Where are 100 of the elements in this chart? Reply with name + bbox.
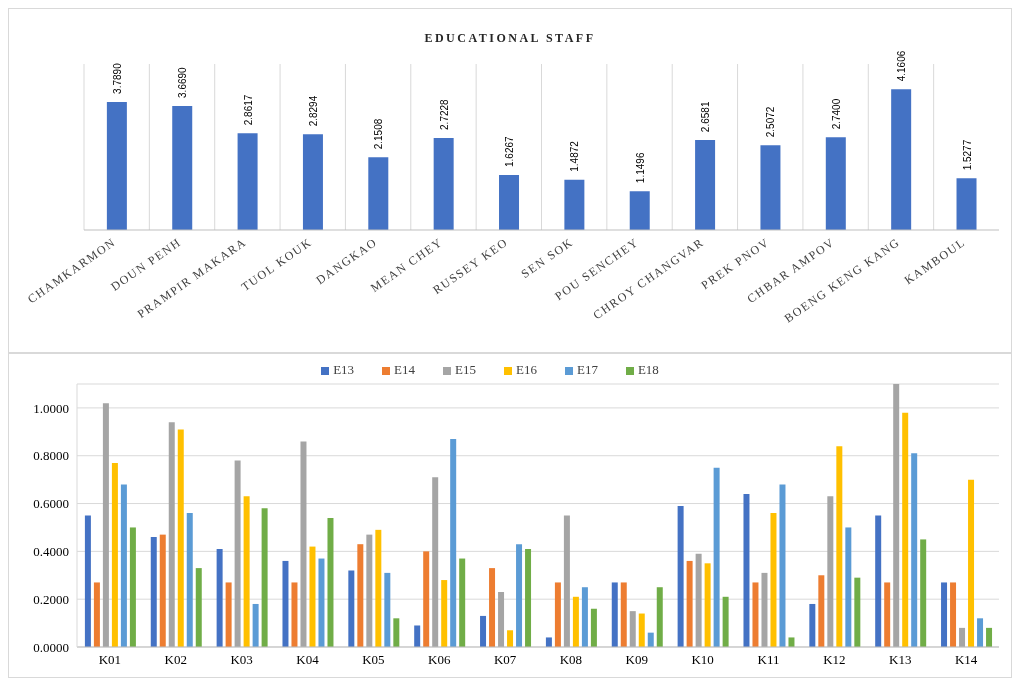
bar: [959, 627, 966, 647]
data-label: 3.7890: [111, 62, 123, 94]
bar: [368, 157, 389, 230]
y-tick-label: 0.0000: [33, 639, 69, 655]
bar: [498, 592, 505, 647]
data-label: 2.7228: [438, 98, 450, 130]
data-label: 2.5072: [765, 106, 777, 138]
bar: [450, 438, 457, 647]
legend-label: E14: [394, 362, 416, 377]
bar: [647, 632, 654, 647]
bar: [252, 603, 259, 647]
bar: [150, 537, 157, 647]
y-tick-label: 0.2000: [33, 591, 69, 607]
bar: [968, 479, 975, 647]
bar: [237, 133, 258, 230]
bar: [590, 608, 597, 647]
bar: [111, 462, 118, 647]
bar: [300, 441, 307, 647]
bar: [414, 625, 421, 647]
bar: [507, 630, 514, 647]
bar: [393, 618, 400, 647]
bar: [186, 513, 193, 647]
bar: [102, 403, 109, 647]
bar: [845, 527, 852, 647]
bar: [480, 615, 487, 647]
bar: [441, 580, 448, 647]
bar: [225, 582, 232, 647]
bar: [656, 587, 663, 647]
bar: [106, 101, 127, 230]
bar: [770, 513, 777, 647]
data-label: 1.6267: [504, 135, 516, 167]
bar: [779, 484, 786, 647]
x-tick-label: K08: [559, 652, 583, 668]
data-label: 1.5277: [961, 139, 973, 171]
bar: [902, 412, 909, 647]
x-tick-label: K02: [164, 652, 187, 668]
bar: [818, 575, 825, 647]
bar: [891, 89, 912, 230]
bar: [722, 596, 729, 647]
bar: [366, 534, 373, 647]
bar: [760, 145, 781, 230]
y-tick-label: 0.6000: [33, 496, 69, 512]
bar: [172, 105, 193, 230]
bar: [545, 637, 552, 647]
x-tick-label: K05: [362, 652, 385, 668]
legend-label: E17: [576, 362, 598, 377]
chart-title: EDUCATIONAL STAFF: [423, 31, 597, 46]
legend-label: E18: [637, 362, 659, 377]
bar: [516, 544, 523, 647]
x-tick-label: K12: [823, 652, 846, 668]
bar: [611, 582, 618, 647]
data-label: 1.4872: [569, 140, 581, 172]
x-tick-label: K06: [428, 652, 451, 668]
bar: [581, 587, 588, 647]
x-tick-label: K11: [757, 652, 780, 668]
y-tick-label: 1.0000: [33, 400, 69, 416]
bar: [375, 529, 382, 647]
data-label: 2.1508: [373, 118, 385, 150]
bar: [327, 517, 334, 647]
bar: [384, 572, 391, 647]
bar: [920, 539, 927, 647]
data-label: 2.8617: [242, 94, 254, 126]
bar: [825, 137, 846, 230]
bar: [84, 515, 91, 647]
bar: [836, 446, 843, 647]
bar: [638, 613, 645, 647]
x-tick-label: K14: [954, 652, 978, 668]
bar: [677, 505, 684, 647]
bar: [348, 570, 355, 647]
bar: [986, 627, 993, 647]
bar: [309, 546, 316, 647]
bar: [743, 493, 750, 647]
bar: [459, 558, 466, 647]
bar: [950, 582, 957, 647]
bar: [177, 429, 184, 647]
bar: [713, 467, 720, 647]
bar: [195, 568, 202, 647]
bar: [93, 582, 100, 647]
bar: [499, 175, 520, 230]
bar: [433, 137, 454, 230]
bar: [159, 534, 166, 647]
x-tick-label: K01: [98, 652, 122, 668]
bar: [827, 496, 834, 647]
bar: [525, 548, 532, 647]
bar: [120, 484, 127, 647]
bar: [432, 477, 439, 647]
bar: [423, 551, 430, 647]
bar: [704, 563, 711, 647]
bar: [563, 515, 570, 647]
bar: [572, 596, 579, 647]
bar: [168, 422, 175, 647]
data-label: 2.7400: [830, 98, 842, 130]
bar: [564, 179, 585, 230]
bar: [291, 582, 298, 647]
x-tick-label: K09: [625, 652, 648, 668]
bar: [620, 582, 627, 647]
data-label: 4.1606: [896, 50, 908, 82]
bar: [695, 553, 702, 647]
bar: [129, 527, 136, 647]
bar: [243, 496, 250, 647]
